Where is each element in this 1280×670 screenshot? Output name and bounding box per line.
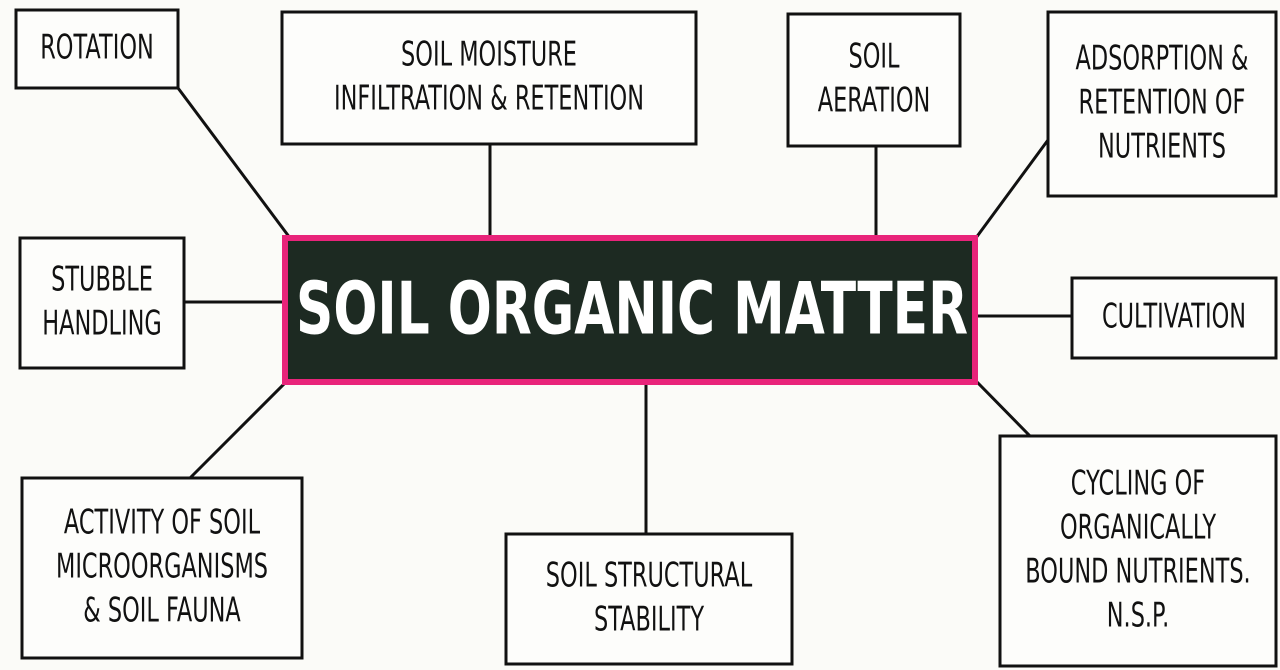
node-box (504, 532, 794, 666)
node-label: ORGANICALLY (1060, 507, 1216, 547)
node-label: AERATION (818, 80, 931, 120)
node-box (786, 12, 962, 148)
node-label: ACTIVITY OF SOIL (64, 502, 260, 542)
connector (188, 376, 292, 480)
node: CULTIVATION (1070, 276, 1278, 360)
node-label: N.S.P. (1107, 595, 1169, 635)
node-label: ROTATION (40, 27, 154, 67)
node-label: NUTRIENTS (1098, 126, 1226, 166)
node-label: HANDLING (42, 303, 162, 343)
node-box (20, 476, 304, 660)
node-label: CYCLING OF (1071, 463, 1205, 503)
node-box (1046, 10, 1278, 198)
center-box (282, 235, 978, 385)
node-label: SOIL (848, 36, 899, 76)
connector (973, 378, 1032, 438)
node-box (998, 434, 1278, 668)
node-label: CULTIVATION (1102, 296, 1246, 336)
node-box (280, 10, 698, 146)
connector (968, 139, 1050, 247)
node-label: INFILTRATION & RETENTION (334, 78, 644, 118)
node-label: MICROORGANISMS (56, 546, 268, 586)
node-box (1070, 276, 1278, 360)
node-label: SOIL MOISTURE (401, 34, 577, 74)
node-box (18, 236, 186, 370)
node-label: BOUND NUTRIENTS. (1025, 551, 1250, 591)
center-label: SOIL ORGANIC MATTER (296, 267, 968, 351)
node-label: & SOIL FAUNA (83, 590, 241, 630)
node-label: RETENTION OF (1079, 82, 1246, 122)
node-label: ADSORPTION & (1075, 38, 1248, 78)
connectors (176, 87, 1072, 534)
node-label: STUBBLE (51, 259, 153, 299)
node-box (14, 8, 180, 90)
node-label: SOIL STRUCTURAL (546, 555, 752, 595)
node: ROTATION (14, 8, 180, 90)
connector (176, 87, 292, 239)
node-label: STABILITY (594, 599, 704, 639)
